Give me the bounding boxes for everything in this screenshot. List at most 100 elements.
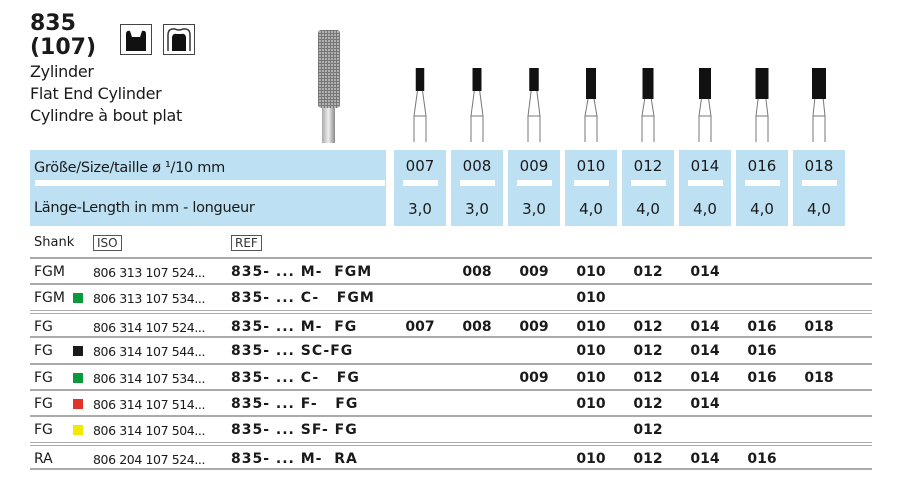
size-column: 008 3,0 (451, 150, 503, 226)
size-value: 012 (633, 157, 663, 175)
divider (30, 468, 872, 470)
length-label: Länge-Length in mm - longueur (34, 200, 255, 216)
bur-drawing (584, 68, 598, 142)
size-value: 014 (690, 157, 720, 175)
available-size[interactable]: 008 (462, 264, 492, 280)
bur-photo (316, 28, 344, 148)
length-value: 3,0 (408, 200, 432, 218)
length-value: 3,0 (522, 200, 546, 218)
iso-number: 806 204 107 524... (93, 451, 206, 467)
available-size[interactable]: 010 (576, 264, 606, 280)
grit-color-marker (73, 346, 83, 357)
available-size[interactable]: 012 (633, 422, 663, 439)
table-row: FG 806 314 107 524... 835- ... M- FG 007 008… (30, 309, 872, 340)
available-size[interactable]: 018 (804, 369, 834, 386)
size-column: 018 4,0 (793, 150, 845, 226)
ref-number: 835- ... M- FGM (231, 264, 373, 280)
available-size[interactable]: 014 (690, 450, 720, 467)
available-size[interactable]: 010 (576, 450, 606, 467)
available-size[interactable]: 012 (633, 396, 663, 412)
available-size[interactable]: 016 (747, 450, 777, 467)
size-value: 009 (519, 157, 549, 175)
bur-drawing (641, 68, 655, 142)
available-size[interactable]: 014 (690, 264, 720, 280)
table-row: FG 806 314 107 534... 835- ... C- FG 009 010… (30, 362, 872, 391)
table-row: FGM 806 313 107 524... 835- ... M- FGM 008 0… (30, 257, 872, 285)
table-row: FG 806 314 107 544... 835- ... SC-FG 010 012… (30, 336, 872, 364)
shank-type: FG (34, 343, 53, 360)
length-value: 3,0 (465, 200, 489, 218)
size-value: 018 (804, 157, 834, 175)
available-size[interactable]: 014 (690, 369, 720, 386)
crown-preparation-icon (120, 24, 152, 55)
available-size[interactable]: 009 (519, 369, 549, 386)
available-size[interactable]: 008 (462, 318, 492, 335)
shank-header: Shank (34, 235, 75, 250)
tooth-crown-icon (163, 24, 195, 55)
ref-number: 835- ... F- FG (231, 396, 359, 412)
iso-number: 806 313 107 534... (93, 291, 206, 307)
available-size[interactable]: 009 (519, 318, 549, 335)
available-size[interactable]: 014 (690, 343, 720, 360)
size-column: 010 4,0 (565, 150, 617, 226)
ref-number: 835- ... C- FGM (231, 290, 375, 307)
available-size[interactable]: 010 (576, 318, 606, 335)
bur-drawing (470, 68, 484, 142)
available-size[interactable]: 009 (519, 264, 549, 280)
name-en: Flat End Cylinder (30, 84, 162, 103)
available-size[interactable]: 012 (633, 264, 663, 280)
available-size[interactable]: 016 (747, 343, 777, 360)
size-label: Größe/Size/taille ø ¹/10 mm (34, 160, 225, 176)
iso-number: 806 313 107 524... (93, 265, 206, 280)
product-number: 835 (107) (30, 11, 97, 60)
ref-number: 835- ... SC-FG (231, 343, 354, 360)
available-size[interactable]: 012 (633, 318, 663, 335)
iso-number: 806 314 107 524... (93, 319, 206, 335)
name-fr: Cylindre à bout plat (30, 106, 183, 125)
available-size[interactable]: 012 (633, 450, 663, 467)
bur-drawing (527, 68, 541, 142)
grit-color-marker (73, 425, 83, 436)
available-size[interactable]: 014 (690, 396, 720, 412)
iso-number: 806 314 107 544... (93, 344, 206, 360)
available-size[interactable]: 010 (576, 343, 606, 360)
size-value: 007 (405, 157, 435, 175)
available-size[interactable]: 014 (690, 318, 720, 335)
shank-type: FG (34, 396, 53, 412)
iso-header: ISO (93, 235, 122, 251)
available-size[interactable]: 016 (747, 318, 777, 335)
ref-number: 835- ... SF- FG (231, 422, 358, 439)
available-size[interactable]: 018 (804, 318, 834, 335)
size-value: 016 (747, 157, 777, 175)
grit-color-marker (73, 399, 83, 409)
available-size[interactable]: 012 (633, 369, 663, 386)
available-size[interactable]: 010 (576, 369, 606, 386)
grit-color-marker (73, 372, 83, 383)
length-value: 4,0 (750, 200, 774, 218)
shank-type: FG (34, 422, 53, 439)
size-value: 010 (576, 157, 606, 175)
length-value: 4,0 (807, 200, 831, 218)
iso-number: 806 314 107 534... (93, 370, 206, 386)
header-labels: Größe/Size/taille ø ¹/10 mm Länge-Length… (30, 150, 386, 226)
size-column: 007 3,0 (394, 150, 446, 226)
available-size[interactable]: 010 (576, 396, 606, 412)
name-de: Zylinder (30, 62, 94, 81)
available-size[interactable]: 016 (747, 369, 777, 386)
available-size[interactable]: 010 (576, 290, 606, 307)
bur-drawing (698, 68, 712, 142)
shank-type: FGM (34, 290, 65, 307)
shank-type: FGM (34, 264, 65, 280)
ref-number: 835- ... M- RA (231, 450, 358, 467)
bur-drawing (812, 68, 826, 142)
available-size[interactable]: 007 (405, 318, 435, 335)
available-size[interactable]: 012 (633, 343, 663, 360)
grit-color-marker (73, 293, 83, 304)
size-column: 012 4,0 (622, 150, 674, 226)
length-value: 4,0 (579, 200, 603, 218)
size-column: 014 4,0 (679, 150, 731, 226)
length-value: 4,0 (636, 200, 660, 218)
bur-drawing (755, 68, 769, 142)
ref-header: REF (231, 235, 262, 251)
size-column: 009 3,0 (508, 150, 560, 226)
